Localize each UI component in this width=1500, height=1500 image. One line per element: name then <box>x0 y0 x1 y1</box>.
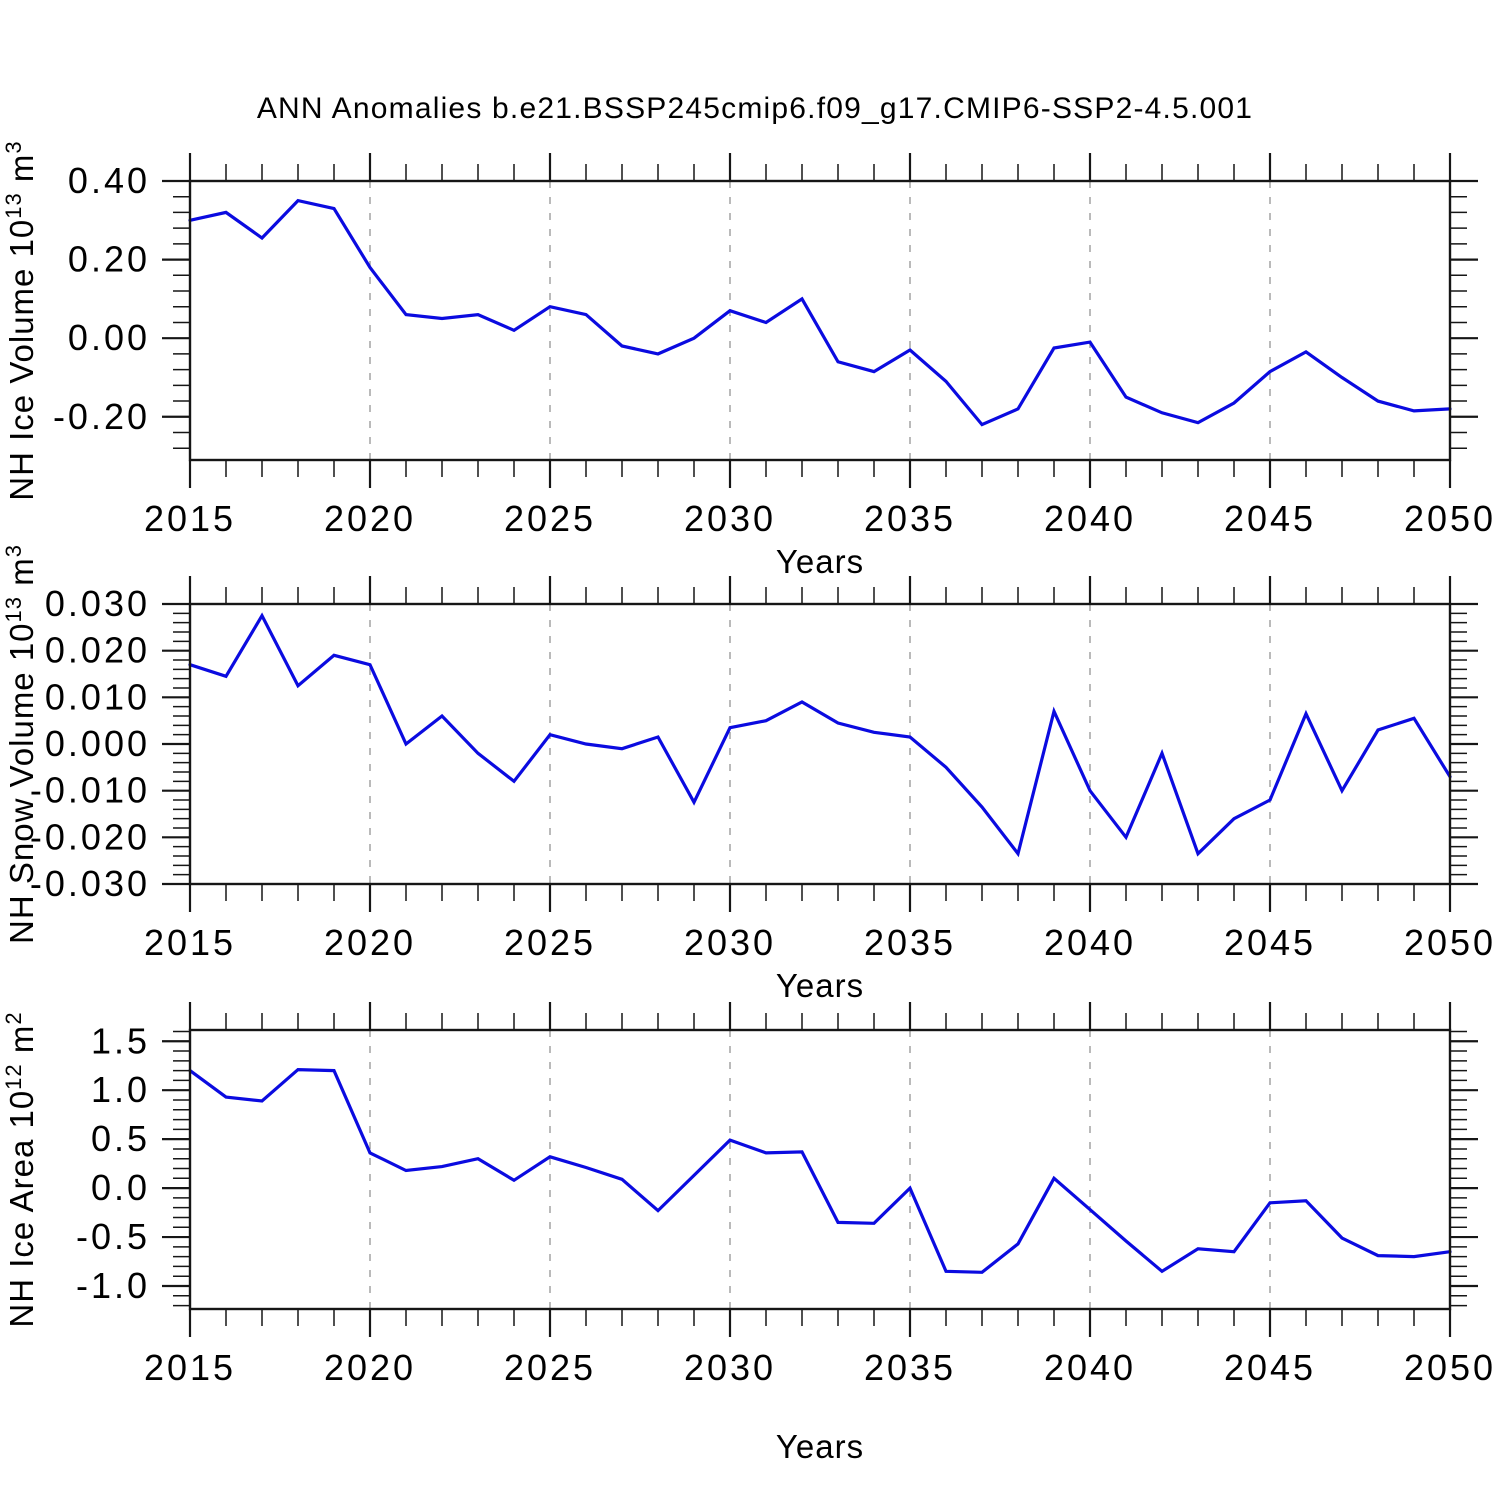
ylabel-superscript: 3 <box>1 140 26 153</box>
y-tick-label: 0.5 <box>91 1118 150 1159</box>
y-tick-label: 0.030 <box>45 583 150 624</box>
x-tick-label: 2025 <box>504 922 596 963</box>
x-tick-label: 2040 <box>1044 1347 1136 1388</box>
gridlines <box>369 181 1271 460</box>
x-tick-label: 2035 <box>864 1347 956 1388</box>
nh-ice-area-line <box>188 1067 1452 1274</box>
ylabel-text: NH Ice Volume 10 <box>3 219 40 501</box>
y-tick-label: 0.0 <box>91 1167 150 1208</box>
y-tick-label: 0.010 <box>45 676 150 717</box>
x-tick-label: 2045 <box>1224 498 1316 539</box>
x-ticks <box>188 576 1452 912</box>
y-tick-label: -0.20 <box>53 396 150 437</box>
y-tick-label: 0.20 <box>68 239 150 280</box>
panel-nh-ice-area: 1.5 1.0 0.5 0.0 -0.5 -1.0 2015 2020 2025 2030 2035… <box>1 1002 1496 1465</box>
x-tick-label: 2030 <box>684 498 776 539</box>
ylabel-superscript: 12 <box>1 1063 26 1089</box>
ylabel-superscript: 3 <box>1 544 26 557</box>
x-tick-label: 2050 <box>1404 1347 1496 1388</box>
x-axis-caption: Years <box>776 543 864 580</box>
x-tick-label: 2045 <box>1224 922 1316 963</box>
y-tick-label: -0.020 <box>30 816 150 857</box>
panel-border <box>188 1028 1452 1311</box>
x-tick-label: 2020 <box>324 498 416 539</box>
gridlines <box>369 604 1271 884</box>
x-tick-label: 2030 <box>684 1347 776 1388</box>
x-axis-caption: Years <box>776 1428 864 1465</box>
x-tick-label: 2050 <box>1404 498 1496 539</box>
ylabel-text: m <box>3 154 40 193</box>
x-tick-label: 2040 <box>1044 922 1136 963</box>
x-ticks <box>188 1002 1452 1337</box>
x-tick-label: 2050 <box>1404 922 1496 963</box>
y-ticks <box>162 1030 1478 1307</box>
panel-nh-ice-volume: 0.40 0.20 0.00 -0.20 2015 2020 2025 2030 2035 204… <box>1 140 1496 580</box>
y-ticks <box>162 179 1478 449</box>
ylabel-text: NH Snow Volume 10 <box>3 622 40 944</box>
x-tick-label: 2020 <box>324 922 416 963</box>
x-ticks <box>188 153 1452 488</box>
x-tick-label: 2040 <box>1044 498 1136 539</box>
y-tick-label: -0.010 <box>30 770 150 811</box>
panel-nh-snow-volume: 0.030 0.020 0.010 0.000 -0.010 -0.020 -0.030 20… <box>1 544 1496 1004</box>
nh-snow-volume-line <box>188 612 1452 858</box>
x-tick-label: 2015 <box>144 498 236 539</box>
ylabel-text: m <box>3 557 40 596</box>
y-tick-label: -0.5 <box>76 1216 150 1257</box>
ylabel-superscript: 13 <box>1 596 26 622</box>
chart-title: ANN Anomalies b.e21.BSSP245cmip6.f09_g17… <box>256 92 1254 125</box>
panel-border <box>188 602 1452 886</box>
x-tick-label: 2025 <box>504 498 596 539</box>
y-tick-label: -1.0 <box>76 1265 150 1306</box>
y-axis-label: NH Ice Volume 1013 m3 <box>1 140 40 500</box>
y-tick-label: -0.030 <box>30 863 150 904</box>
y-tick-label: 0.000 <box>45 723 150 764</box>
y-tick-label: 0.00 <box>68 317 150 358</box>
y-tick-label: 1.5 <box>91 1020 150 1061</box>
x-tick-label: 2035 <box>864 922 956 963</box>
ylabel-text: m <box>3 1025 40 1064</box>
x-tick-label: 2030 <box>684 922 776 963</box>
panel-border <box>188 179 1452 462</box>
x-tick-label: 2020 <box>324 1347 416 1388</box>
x-tick-label: 2025 <box>504 1347 596 1388</box>
y-axis-label: NH Ice Area 1012 m2 <box>1 1011 40 1327</box>
y-tick-label: 1.0 <box>91 1069 150 1110</box>
y-tick-label: 0.020 <box>45 630 150 671</box>
y-axis-label: NH Snow Volume 1013 m3 <box>1 544 40 944</box>
nh-ice-volume-line <box>188 198 1452 427</box>
y-ticks <box>162 602 1478 886</box>
gridlines <box>369 1030 1271 1309</box>
ylabel-text: NH Ice Area 10 <box>3 1090 40 1328</box>
x-tick-label: 2045 <box>1224 1347 1316 1388</box>
x-axis-caption: Years <box>776 967 864 1004</box>
x-tick-label: 2015 <box>144 922 236 963</box>
y-tick-label: 0.40 <box>68 160 150 201</box>
ylabel-superscript: 2 <box>1 1011 26 1024</box>
x-tick-label: 2035 <box>864 498 956 539</box>
x-tick-label: 2015 <box>144 1347 236 1388</box>
ylabel-superscript: 13 <box>1 192 26 218</box>
